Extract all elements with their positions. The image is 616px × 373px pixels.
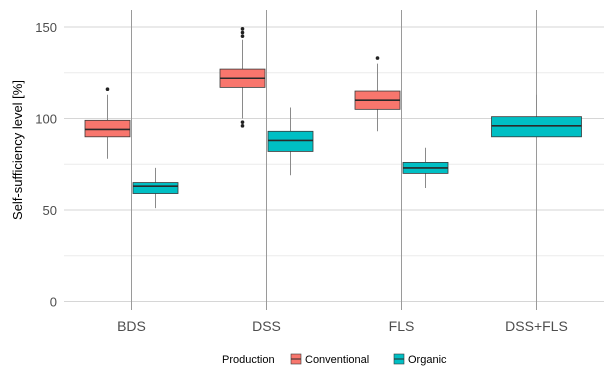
y-tick-label: 150: [35, 20, 57, 35]
x-tick-label: DSS+FLS: [505, 318, 568, 334]
x-tick-label: BDS: [117, 318, 146, 334]
box-organic-dss: [267, 107, 314, 176]
box-organic-fls: [402, 147, 449, 189]
y-axis-label: Self-sufficiency level [%]: [10, 80, 25, 220]
legend-label: Conventional: [305, 354, 369, 366]
outlier-point: [105, 87, 110, 92]
y-tick-label: 0: [50, 295, 57, 310]
x-tick-label: DSS: [252, 318, 281, 334]
y-axis-ticks: 0 50 100 150: [35, 20, 57, 310]
grid-lines: [64, 10, 604, 310]
outlier-point: [240, 27, 245, 31]
x-axis-ticks: BDS DSS FLS DSS+FLS: [117, 318, 568, 334]
legend-label: Organic: [408, 354, 447, 366]
legend-item: Organic: [393, 353, 447, 366]
outlier-point: [240, 120, 245, 124]
box-body: [491, 116, 582, 138]
box-group: [84, 27, 582, 209]
outlier-point: [375, 56, 380, 60]
box-organic-bds: [132, 167, 179, 209]
outlier-point: [240, 124, 245, 128]
outlier-point: [240, 30, 245, 35]
legend: Production Conventional Organic: [222, 353, 447, 366]
y-tick-label: 100: [35, 112, 57, 127]
y-tick-label: 50: [43, 203, 57, 218]
box-organic-dss+fls: [491, 94, 582, 138]
legend-title: Production: [222, 354, 275, 366]
box-body: [132, 182, 179, 194]
box-body: [84, 119, 131, 138]
outlier-point: [240, 34, 245, 38]
x-tick-label: FLS: [389, 318, 415, 334]
box-body: [267, 130, 314, 152]
box-conventional-fls: [354, 56, 401, 132]
legend-item: Conventional: [290, 353, 369, 366]
box-conventional-dss: [219, 27, 266, 128]
box-conventional-bds: [84, 87, 131, 159]
